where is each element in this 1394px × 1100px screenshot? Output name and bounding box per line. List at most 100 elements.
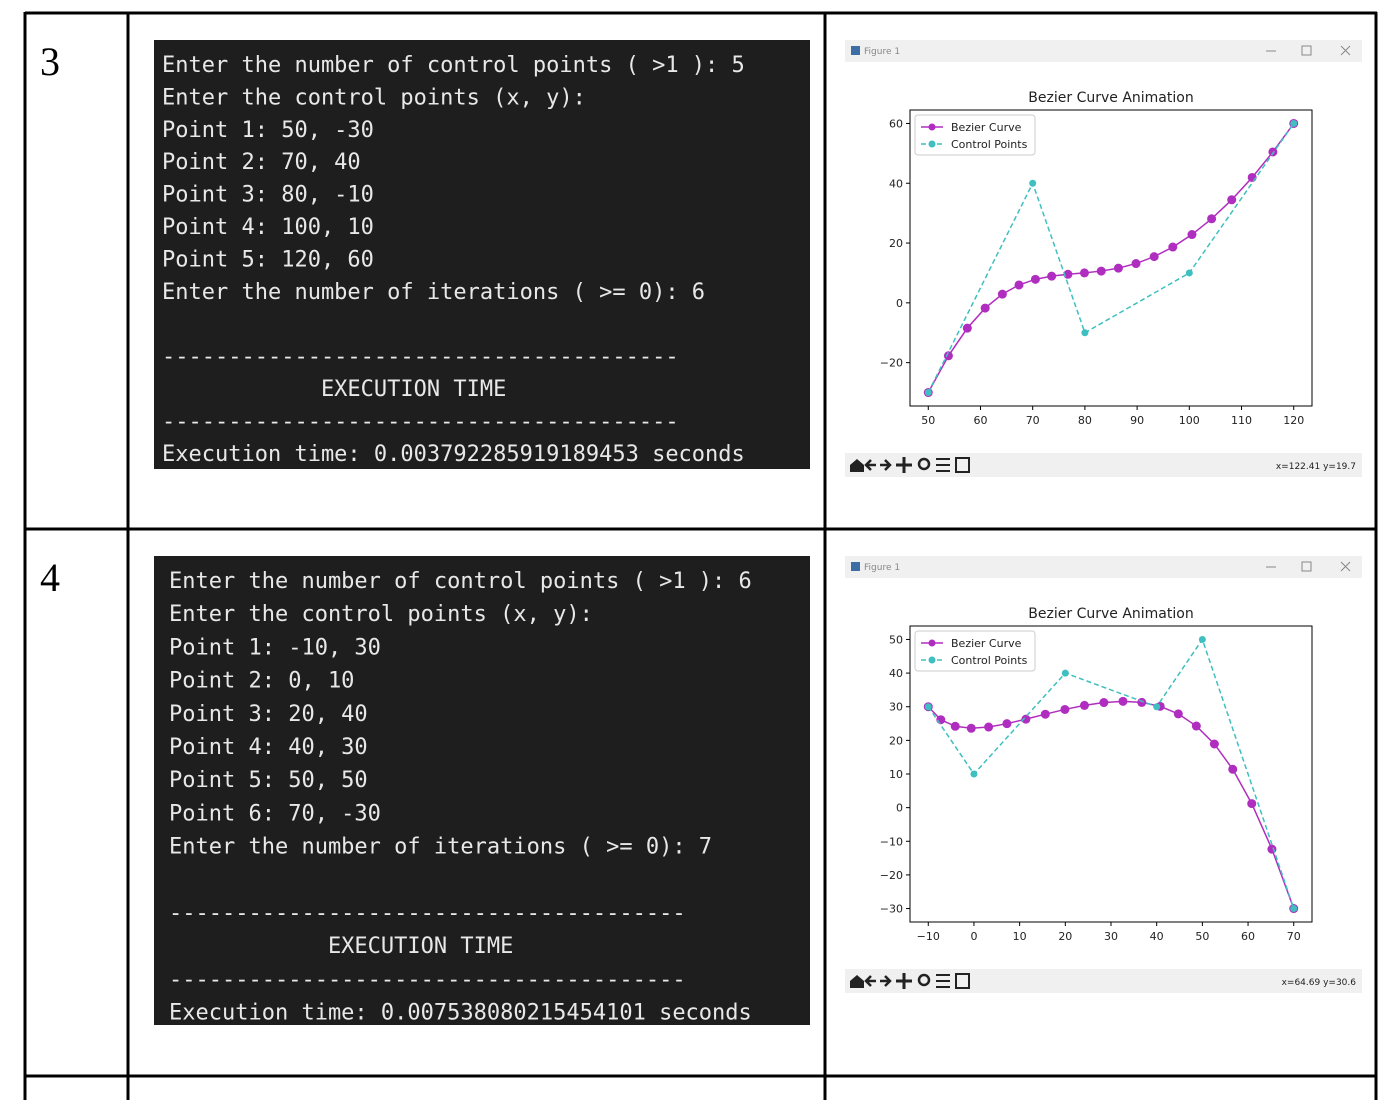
x-tick-label: 110 <box>1231 414 1252 427</box>
back-icon[interactable] <box>864 975 876 987</box>
series-line <box>927 637 1295 909</box>
x-tick-label: 30 <box>1104 930 1118 943</box>
terminal-line: Enter the number of control points ( >1 … <box>162 53 745 78</box>
data-point <box>1198 635 1206 643</box>
save-icon[interactable] <box>955 973 970 989</box>
y-tick-label: −20 <box>880 357 903 370</box>
pan-icon[interactable] <box>896 457 912 473</box>
y-tick-label: 40 <box>889 177 903 190</box>
y-tick-label: 0 <box>896 297 903 310</box>
x-tick-label: 70 <box>1287 930 1301 943</box>
zoom-icon[interactable] <box>917 973 931 987</box>
data-point <box>1191 721 1201 731</box>
y-tick-label: 0 <box>896 802 903 815</box>
legend-label: Bezier Curve <box>951 121 1022 134</box>
data-point <box>943 351 953 361</box>
data-point <box>1021 714 1031 724</box>
forward-icon[interactable] <box>880 459 892 471</box>
y-tick-label: 60 <box>889 117 903 130</box>
terminal-line: Enter the number of iterations ( >= 0): … <box>169 835 712 860</box>
terminal-line: Point 5: 120, 60 <box>162 247 374 272</box>
close-button[interactable] <box>1340 45 1351 56</box>
figure-window: Figure 1 x=64.69 y=30.6 Bezier Curve Anima… <box>845 556 1362 993</box>
data-point <box>1290 905 1298 913</box>
x-tick-label: 60 <box>1241 930 1255 943</box>
x-tick-label: 60 <box>973 414 987 427</box>
legend-marker <box>928 656 936 664</box>
data-point <box>1173 709 1183 719</box>
data-point <box>1207 214 1217 224</box>
terminal-line: Execution time: 0.007538080215454101 sec… <box>169 1001 752 1026</box>
data-point <box>1113 263 1123 273</box>
configure-icon[interactable] <box>936 458 950 472</box>
configure-icon[interactable] <box>936 974 950 988</box>
row-number: 4 <box>40 555 60 600</box>
data-point <box>980 303 990 313</box>
save-icon[interactable] <box>955 457 970 473</box>
terminal-line: Point 5: 50, 50 <box>169 768 368 793</box>
data-point <box>1209 739 1219 749</box>
x-tick-label: 10 <box>1013 930 1027 943</box>
terminal-line: Point 4: 100, 10 <box>162 215 374 240</box>
legend-marker <box>928 639 936 647</box>
terminal-line: Point 2: 0, 10 <box>169 669 354 694</box>
data-point <box>1047 271 1057 281</box>
forward-icon[interactable] <box>880 975 892 987</box>
data-point <box>950 721 960 731</box>
data-point <box>1185 269 1193 277</box>
home-icon[interactable] <box>850 975 864 988</box>
status-text: x=122.41 y=19.7 <box>1276 462 1356 472</box>
toolbar <box>845 453 1362 477</box>
data-point <box>1137 697 1147 707</box>
back-icon[interactable] <box>864 459 876 471</box>
chart-title: Bezier Curve Animation <box>1028 90 1193 106</box>
pan-icon[interactable] <box>896 973 912 989</box>
title-bar <box>845 40 1362 62</box>
terminal-line: Enter the number of iterations ( >= 0): … <box>162 280 705 305</box>
terminal-line: --------------------------------------- <box>169 901 686 926</box>
maximize-button[interactable] <box>1301 45 1312 56</box>
data-point <box>970 770 978 778</box>
data-point <box>1168 242 1178 252</box>
terminal-line: Point 6: 70, -30 <box>169 801 381 826</box>
legend-marker <box>928 140 936 148</box>
legend-box <box>914 630 1036 672</box>
data-point <box>1029 179 1037 187</box>
data-point <box>1002 719 1012 729</box>
close-button[interactable] <box>1340 561 1351 572</box>
maximize-button[interactable] <box>1301 561 1312 572</box>
terminal-line: Execution time: 0.003792285919189453 sec… <box>162 442 745 467</box>
x-tick-label: 80 <box>1078 414 1092 427</box>
toolbar <box>845 969 1362 993</box>
chart-title: Bezier Curve Animation <box>1028 606 1193 622</box>
figure-body <box>845 40 1362 477</box>
data-point <box>1040 709 1050 719</box>
y-tick-label: −10 <box>880 835 903 848</box>
terminal-line: Point 2: 70, 40 <box>162 150 361 175</box>
terminal-line: Enter the control points (x, y): <box>162 85 586 110</box>
terminal-line: Point 4: 40, 30 <box>169 735 368 760</box>
y-tick-label: 30 <box>889 701 903 714</box>
data-point <box>1030 274 1040 284</box>
data-point <box>1081 329 1089 337</box>
table-grid <box>23 11 1378 1100</box>
data-point <box>1079 268 1089 278</box>
data-point <box>1153 703 1161 711</box>
data-point <box>962 323 972 333</box>
terminal-line: --------------------------------------- <box>162 409 679 434</box>
x-tick-label: 120 <box>1283 414 1304 427</box>
data-point <box>1118 696 1128 706</box>
terminal-line: Point 1: 50, -30 <box>162 118 374 143</box>
data-point <box>1131 259 1141 269</box>
home-icon[interactable] <box>850 459 864 472</box>
figure-window: Figure 1 x=122.41 y=19.7 Bezier Curve Anim… <box>845 40 1362 477</box>
data-point <box>1247 799 1257 809</box>
axes-frame <box>909 625 1313 923</box>
data-point <box>1187 230 1197 240</box>
zoom-icon[interactable] <box>917 457 931 471</box>
data-point <box>1060 704 1070 714</box>
terminal-line: Enter the control points (x, y): <box>169 602 593 627</box>
y-tick-label: −30 <box>880 903 903 916</box>
terminal-window <box>154 40 810 469</box>
